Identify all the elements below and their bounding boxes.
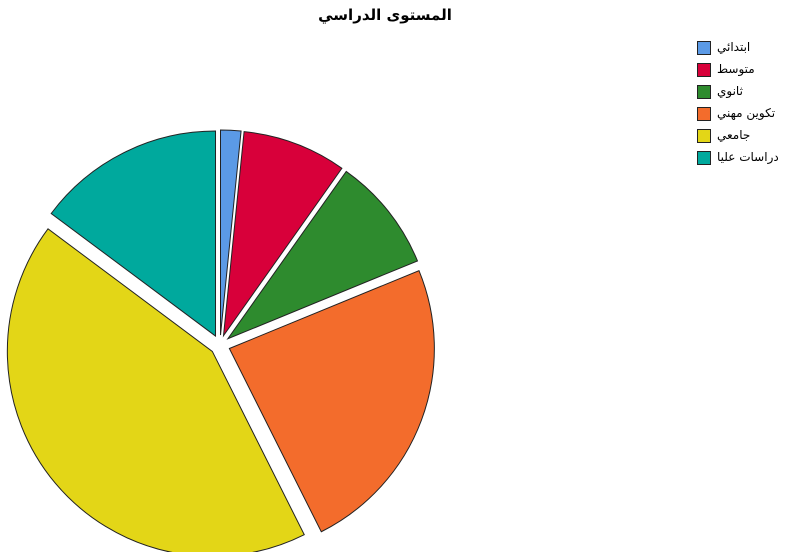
chart-title: المستوى الدراسي — [318, 6, 452, 24]
legend-item: ثانوي — [697, 84, 796, 106]
pie-slice-4 — [228, 269, 435, 533]
legend-item: متوسط — [697, 62, 796, 84]
legend-swatch — [697, 41, 711, 55]
legend-swatch — [697, 151, 711, 165]
legend-item: جامعي — [697, 128, 796, 150]
legend-item: ابتدائي — [697, 40, 796, 62]
pie-slice-1 — [220, 129, 242, 336]
legend-swatch — [697, 129, 711, 143]
legend-swatch — [697, 85, 711, 99]
legend: ابتدائي متوسط ثانوي تكوين مهني جامعي دراسات ع… — [697, 40, 796, 172]
pie-slice-3 — [226, 170, 419, 340]
legend-label: دراسات عليا — [717, 150, 779, 164]
pie-slice-5 — [6, 228, 305, 552]
legend-label: جامعي — [717, 128, 751, 142]
pie-slice-6 — [50, 130, 217, 338]
legend-item: تكوين مهني — [697, 106, 796, 128]
legend-label: ابتدائي — [717, 40, 751, 54]
legend-swatch — [697, 63, 711, 77]
legend-label: ثانوي — [717, 84, 743, 98]
legend-label: تكوين مهني — [717, 106, 776, 120]
legend-label: متوسط — [717, 62, 755, 76]
legend-item: دراسات عليا — [697, 150, 796, 172]
legend-swatch — [697, 107, 711, 121]
pie-slice-2 — [222, 131, 343, 338]
